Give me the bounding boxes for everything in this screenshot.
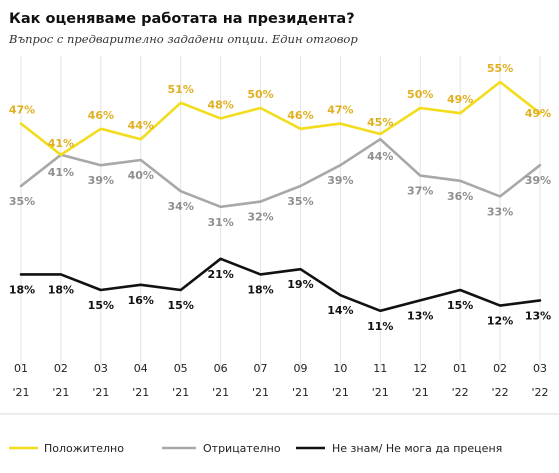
data-label-positive: 49% xyxy=(525,107,551,120)
x-tick-year: '21 xyxy=(12,386,29,399)
data-label-positive: 47% xyxy=(9,104,35,117)
data-label-negative: 41% xyxy=(48,166,74,179)
x-tick-month: 03 xyxy=(94,362,108,375)
x-tick-month: 04 xyxy=(134,362,148,375)
x-tick-year: '21 xyxy=(52,386,69,399)
data-label-negative: 35% xyxy=(9,195,35,208)
legend-label: Не знам/ Не мога да преценя xyxy=(332,442,502,455)
x-tick-year: '21 xyxy=(292,386,309,399)
data-label-positive: 46% xyxy=(287,109,313,122)
data-label-dont-know: 11% xyxy=(367,320,393,333)
series-line-0 xyxy=(19,80,542,157)
x-tick-year: '21 xyxy=(212,386,229,399)
data-label-dont-know: 16% xyxy=(128,294,154,307)
chart-subtitle: Въпрос с предварително зададени опции. Е… xyxy=(8,32,358,46)
data-label-positive: 44% xyxy=(128,119,154,132)
gridlines xyxy=(20,56,541,372)
data-label-dont-know: 14% xyxy=(327,304,353,317)
x-tick-year: '21 xyxy=(412,386,429,399)
data-label-dont-know: 15% xyxy=(88,299,114,312)
data-label-positive: 49% xyxy=(447,93,473,106)
data-label-negative: 44% xyxy=(367,150,393,163)
data-label-dont-know: 15% xyxy=(447,299,473,312)
series-line-2 xyxy=(19,257,542,313)
data-label-dont-know: 13% xyxy=(407,309,433,322)
x-tick-month: 12 xyxy=(413,362,427,375)
data-label-positive: 46% xyxy=(88,109,114,122)
data-label-dont-know: 18% xyxy=(247,283,273,296)
x-tick-year: '21 xyxy=(132,386,149,399)
plot-background xyxy=(0,56,559,473)
x-tick-month: 03 xyxy=(533,362,547,375)
data-label-negative: 34% xyxy=(168,200,194,213)
data-label-negative: 37% xyxy=(407,185,433,198)
legend-label: Положително xyxy=(44,442,124,455)
chart-title: Как оценяваме работата на президента? xyxy=(9,11,355,27)
x-tick-year: '21 xyxy=(92,386,109,399)
data-label-positive: 50% xyxy=(247,88,273,101)
data-label-negative: 32% xyxy=(247,211,273,224)
data-label-positive: 47% xyxy=(327,104,353,117)
x-tick-month: 02 xyxy=(54,362,68,375)
data-label-positive: 51% xyxy=(168,83,194,96)
data-label-positive: 41% xyxy=(48,137,74,150)
data-label-negative: 39% xyxy=(327,174,353,187)
x-tick-month: 11 xyxy=(373,362,387,375)
x-tick-year: '22 xyxy=(492,386,509,399)
series-lines xyxy=(19,80,542,313)
data-label-negative: 40% xyxy=(128,169,154,182)
x-tick-month: 10 xyxy=(333,362,347,375)
x-tick-month: 07 xyxy=(254,362,268,375)
legend-label: Отрицателно xyxy=(203,442,281,455)
data-label-negative: 39% xyxy=(525,174,551,187)
x-tick-year: '21 xyxy=(252,386,269,399)
data-label-negative: 36% xyxy=(447,190,473,203)
data-label-positive: 45% xyxy=(367,116,393,129)
x-tick-year: '22 xyxy=(452,386,469,399)
x-tick-month: 01 xyxy=(453,362,467,375)
x-tick-year: '21 xyxy=(172,386,189,399)
data-label-positive: 48% xyxy=(207,98,233,111)
series-line-1 xyxy=(19,137,542,209)
data-label-dont-know: 19% xyxy=(287,278,313,291)
data-label-dont-know: 18% xyxy=(9,283,35,296)
data-label-negative: 35% xyxy=(287,195,313,208)
data-label-dont-know: 15% xyxy=(168,299,194,312)
legend: Положително Отрицателно Не знам/ Не мога д… xyxy=(9,442,502,455)
data-label-dont-know: 18% xyxy=(48,283,74,296)
x-axis-ticks: 01 '21 02 '21 03 '21 04 '21 05 '21 06 '21 07 '21 09 '21… xyxy=(12,362,548,399)
x-tick-year: '22 xyxy=(531,386,548,399)
x-tick-year: '21 xyxy=(372,386,389,399)
data-labels: 47% 35% 18% 41% 41% 18% 46% 39% 15% 44% 40% 16% 51% 3… xyxy=(9,62,551,333)
x-tick-month: 06 xyxy=(214,362,228,375)
data-label-negative: 33% xyxy=(487,205,513,218)
x-tick-month: 09 xyxy=(293,362,307,375)
data-label-negative: 31% xyxy=(207,216,233,229)
data-label-dont-know: 12% xyxy=(487,315,513,328)
x-tick-month: 05 xyxy=(174,362,188,375)
data-label-dont-know: 13% xyxy=(525,309,551,322)
x-tick-month: 01 xyxy=(14,362,28,375)
data-label-negative: 39% xyxy=(88,174,114,187)
x-tick-year: '21 xyxy=(332,386,349,399)
data-label-dont-know: 21% xyxy=(207,268,233,281)
x-tick-month: 02 xyxy=(493,362,507,375)
data-label-positive: 50% xyxy=(407,88,433,101)
data-label-positive: 55% xyxy=(487,62,513,75)
